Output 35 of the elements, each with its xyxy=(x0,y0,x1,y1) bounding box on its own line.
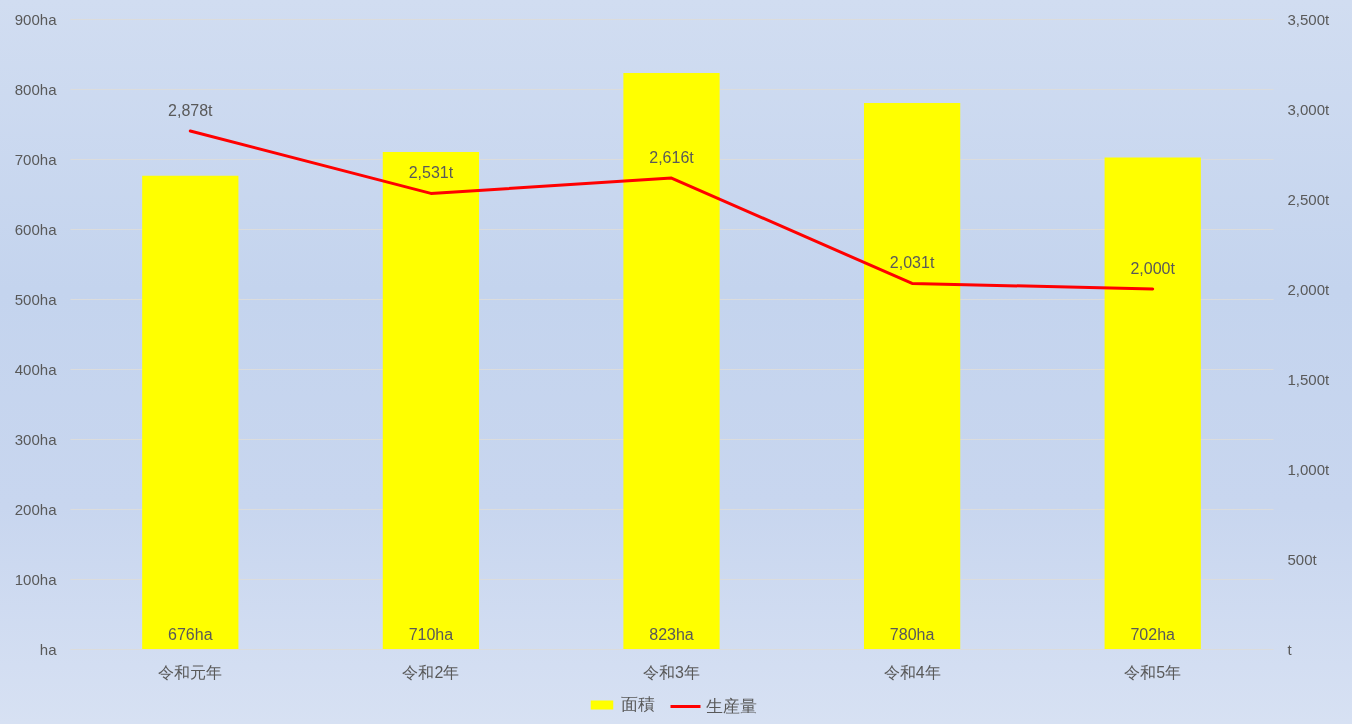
y-tick-label: 900ha xyxy=(14,10,58,28)
legend-label: 面積 xyxy=(621,695,655,714)
y-tick-label: 600ha xyxy=(14,220,58,238)
data-label: 2,878t xyxy=(168,101,214,119)
x-tick-label: 令和3年 xyxy=(643,663,700,681)
y2-tick-label: 1,000t xyxy=(1287,460,1331,478)
data-label: 2,531t xyxy=(408,164,454,182)
data-label: 676ha xyxy=(168,626,213,643)
data-label: 702ha xyxy=(1130,626,1176,643)
y-tick-label: 100ha xyxy=(14,570,58,588)
y-tick-label: 800ha xyxy=(14,80,58,98)
y-tick-label: 700ha xyxy=(14,150,58,168)
legend-label: 生産量 xyxy=(706,696,757,716)
data-label: 2,031t xyxy=(889,254,935,272)
data-label: 823ha xyxy=(649,626,694,643)
y2-tick-label: 2,000t xyxy=(1287,280,1331,298)
data-label: 710ha xyxy=(408,626,454,643)
y2-tick-label: t xyxy=(1287,640,1293,658)
y2-tick-label: 3,000t xyxy=(1287,100,1331,118)
y-tick-label: ha xyxy=(39,640,58,658)
y2-tick-label: 2,500t xyxy=(1287,190,1331,208)
y2-tick-label: 3,500t xyxy=(1287,10,1331,28)
y-tick-label: 200ha xyxy=(14,500,58,518)
x-tick-label: 令和5年 xyxy=(1124,663,1182,681)
data-label: 780ha xyxy=(889,626,935,643)
x-tick-label: 令和元年 xyxy=(158,663,223,681)
x-tick-label: 令和2年 xyxy=(402,663,460,681)
x-tick-label: 令和4年 xyxy=(883,663,941,681)
y2-tick-label: 1,500t xyxy=(1287,370,1331,388)
data-label: 2,000t xyxy=(1130,260,1176,277)
y-tick-label: 500ha xyxy=(14,290,58,308)
data-label: 2,616t xyxy=(649,149,695,167)
y2-tick-label: 500t xyxy=(1287,550,1318,568)
y-tick-label: 400ha xyxy=(14,360,58,378)
y-tick-label: 300ha xyxy=(14,430,58,448)
